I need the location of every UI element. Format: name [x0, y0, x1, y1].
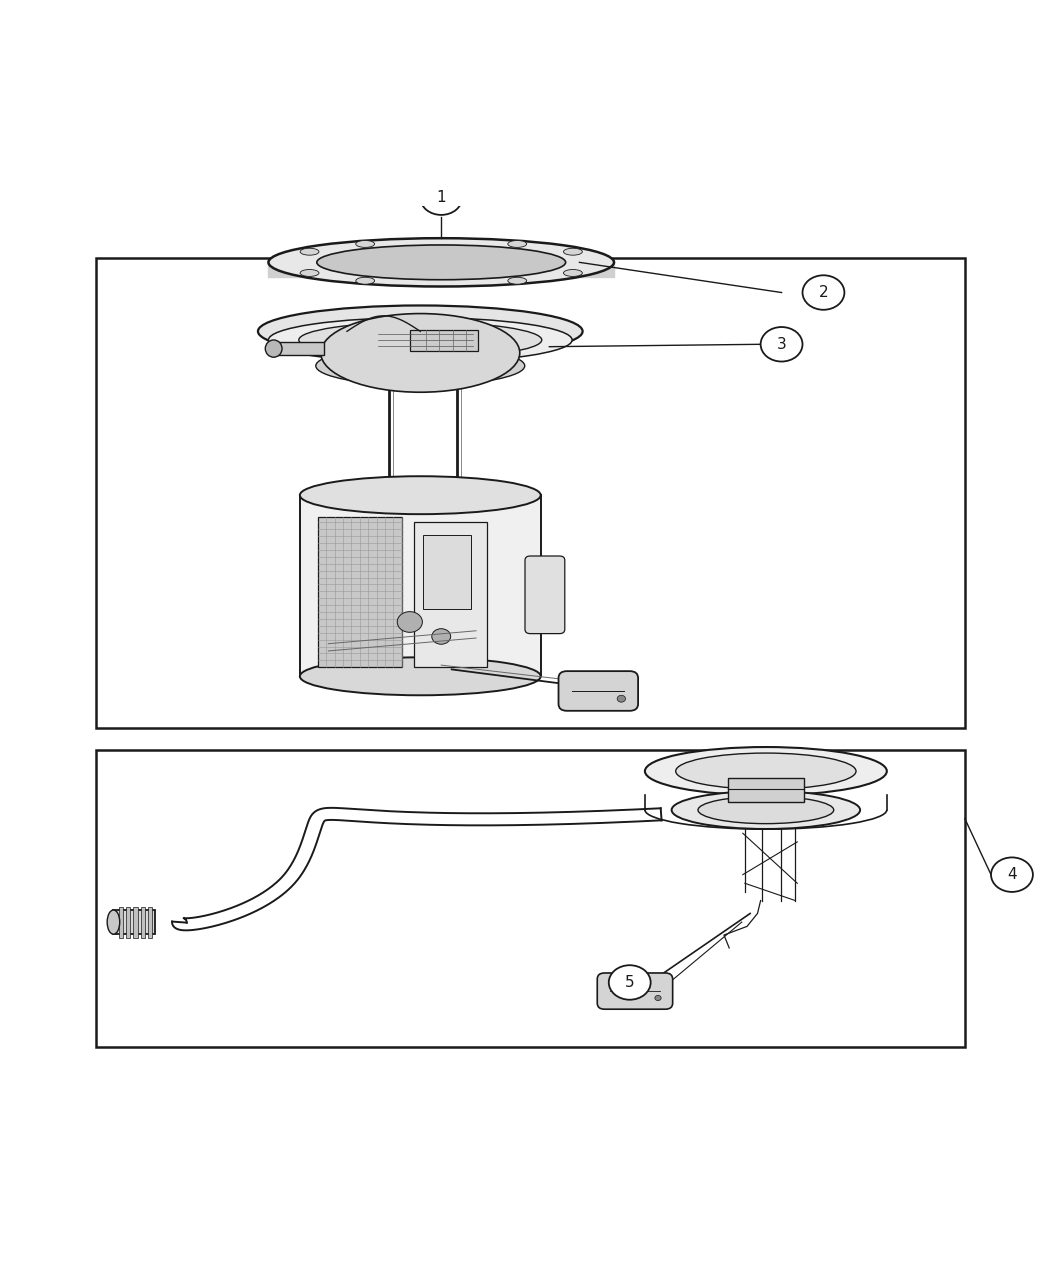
- Circle shape: [617, 695, 626, 703]
- Ellipse shape: [266, 340, 282, 357]
- Ellipse shape: [107, 910, 120, 935]
- Text: 3: 3: [777, 337, 786, 352]
- Text: 4: 4: [1007, 867, 1016, 882]
- Circle shape: [802, 275, 844, 310]
- Ellipse shape: [676, 754, 856, 789]
- Ellipse shape: [508, 277, 527, 284]
- Ellipse shape: [299, 323, 542, 358]
- Text: 2: 2: [819, 286, 828, 300]
- FancyBboxPatch shape: [126, 907, 130, 937]
- Ellipse shape: [698, 797, 834, 824]
- Circle shape: [432, 629, 450, 644]
- Ellipse shape: [356, 241, 375, 247]
- FancyBboxPatch shape: [597, 973, 673, 1010]
- Circle shape: [655, 996, 662, 1001]
- Ellipse shape: [317, 245, 566, 279]
- FancyBboxPatch shape: [559, 671, 638, 710]
- Ellipse shape: [321, 314, 520, 393]
- FancyBboxPatch shape: [410, 330, 478, 351]
- Ellipse shape: [316, 347, 525, 385]
- Ellipse shape: [269, 238, 614, 287]
- FancyBboxPatch shape: [113, 910, 155, 935]
- FancyBboxPatch shape: [148, 907, 152, 937]
- Ellipse shape: [300, 658, 541, 695]
- FancyBboxPatch shape: [415, 523, 486, 667]
- Circle shape: [420, 181, 462, 215]
- Polygon shape: [269, 263, 614, 277]
- FancyBboxPatch shape: [318, 516, 402, 667]
- FancyBboxPatch shape: [141, 907, 145, 937]
- Circle shape: [609, 965, 651, 1000]
- Ellipse shape: [356, 277, 375, 284]
- Ellipse shape: [300, 477, 541, 514]
- FancyBboxPatch shape: [300, 495, 541, 676]
- FancyBboxPatch shape: [96, 750, 965, 1047]
- Text: 1: 1: [437, 190, 446, 205]
- FancyBboxPatch shape: [423, 536, 470, 609]
- FancyBboxPatch shape: [133, 907, 138, 937]
- Ellipse shape: [300, 269, 319, 277]
- Ellipse shape: [508, 241, 527, 247]
- Ellipse shape: [564, 249, 583, 255]
- Ellipse shape: [300, 249, 319, 255]
- Ellipse shape: [645, 747, 887, 796]
- FancyBboxPatch shape: [728, 778, 803, 802]
- FancyBboxPatch shape: [96, 258, 965, 728]
- Text: 5: 5: [625, 975, 634, 989]
- Circle shape: [991, 857, 1033, 892]
- Ellipse shape: [258, 306, 583, 357]
- FancyBboxPatch shape: [525, 556, 565, 634]
- Ellipse shape: [672, 790, 860, 829]
- Circle shape: [760, 326, 802, 362]
- FancyBboxPatch shape: [119, 907, 123, 937]
- FancyBboxPatch shape: [274, 342, 324, 356]
- Circle shape: [397, 612, 422, 632]
- Ellipse shape: [564, 269, 583, 277]
- Ellipse shape: [269, 317, 572, 362]
